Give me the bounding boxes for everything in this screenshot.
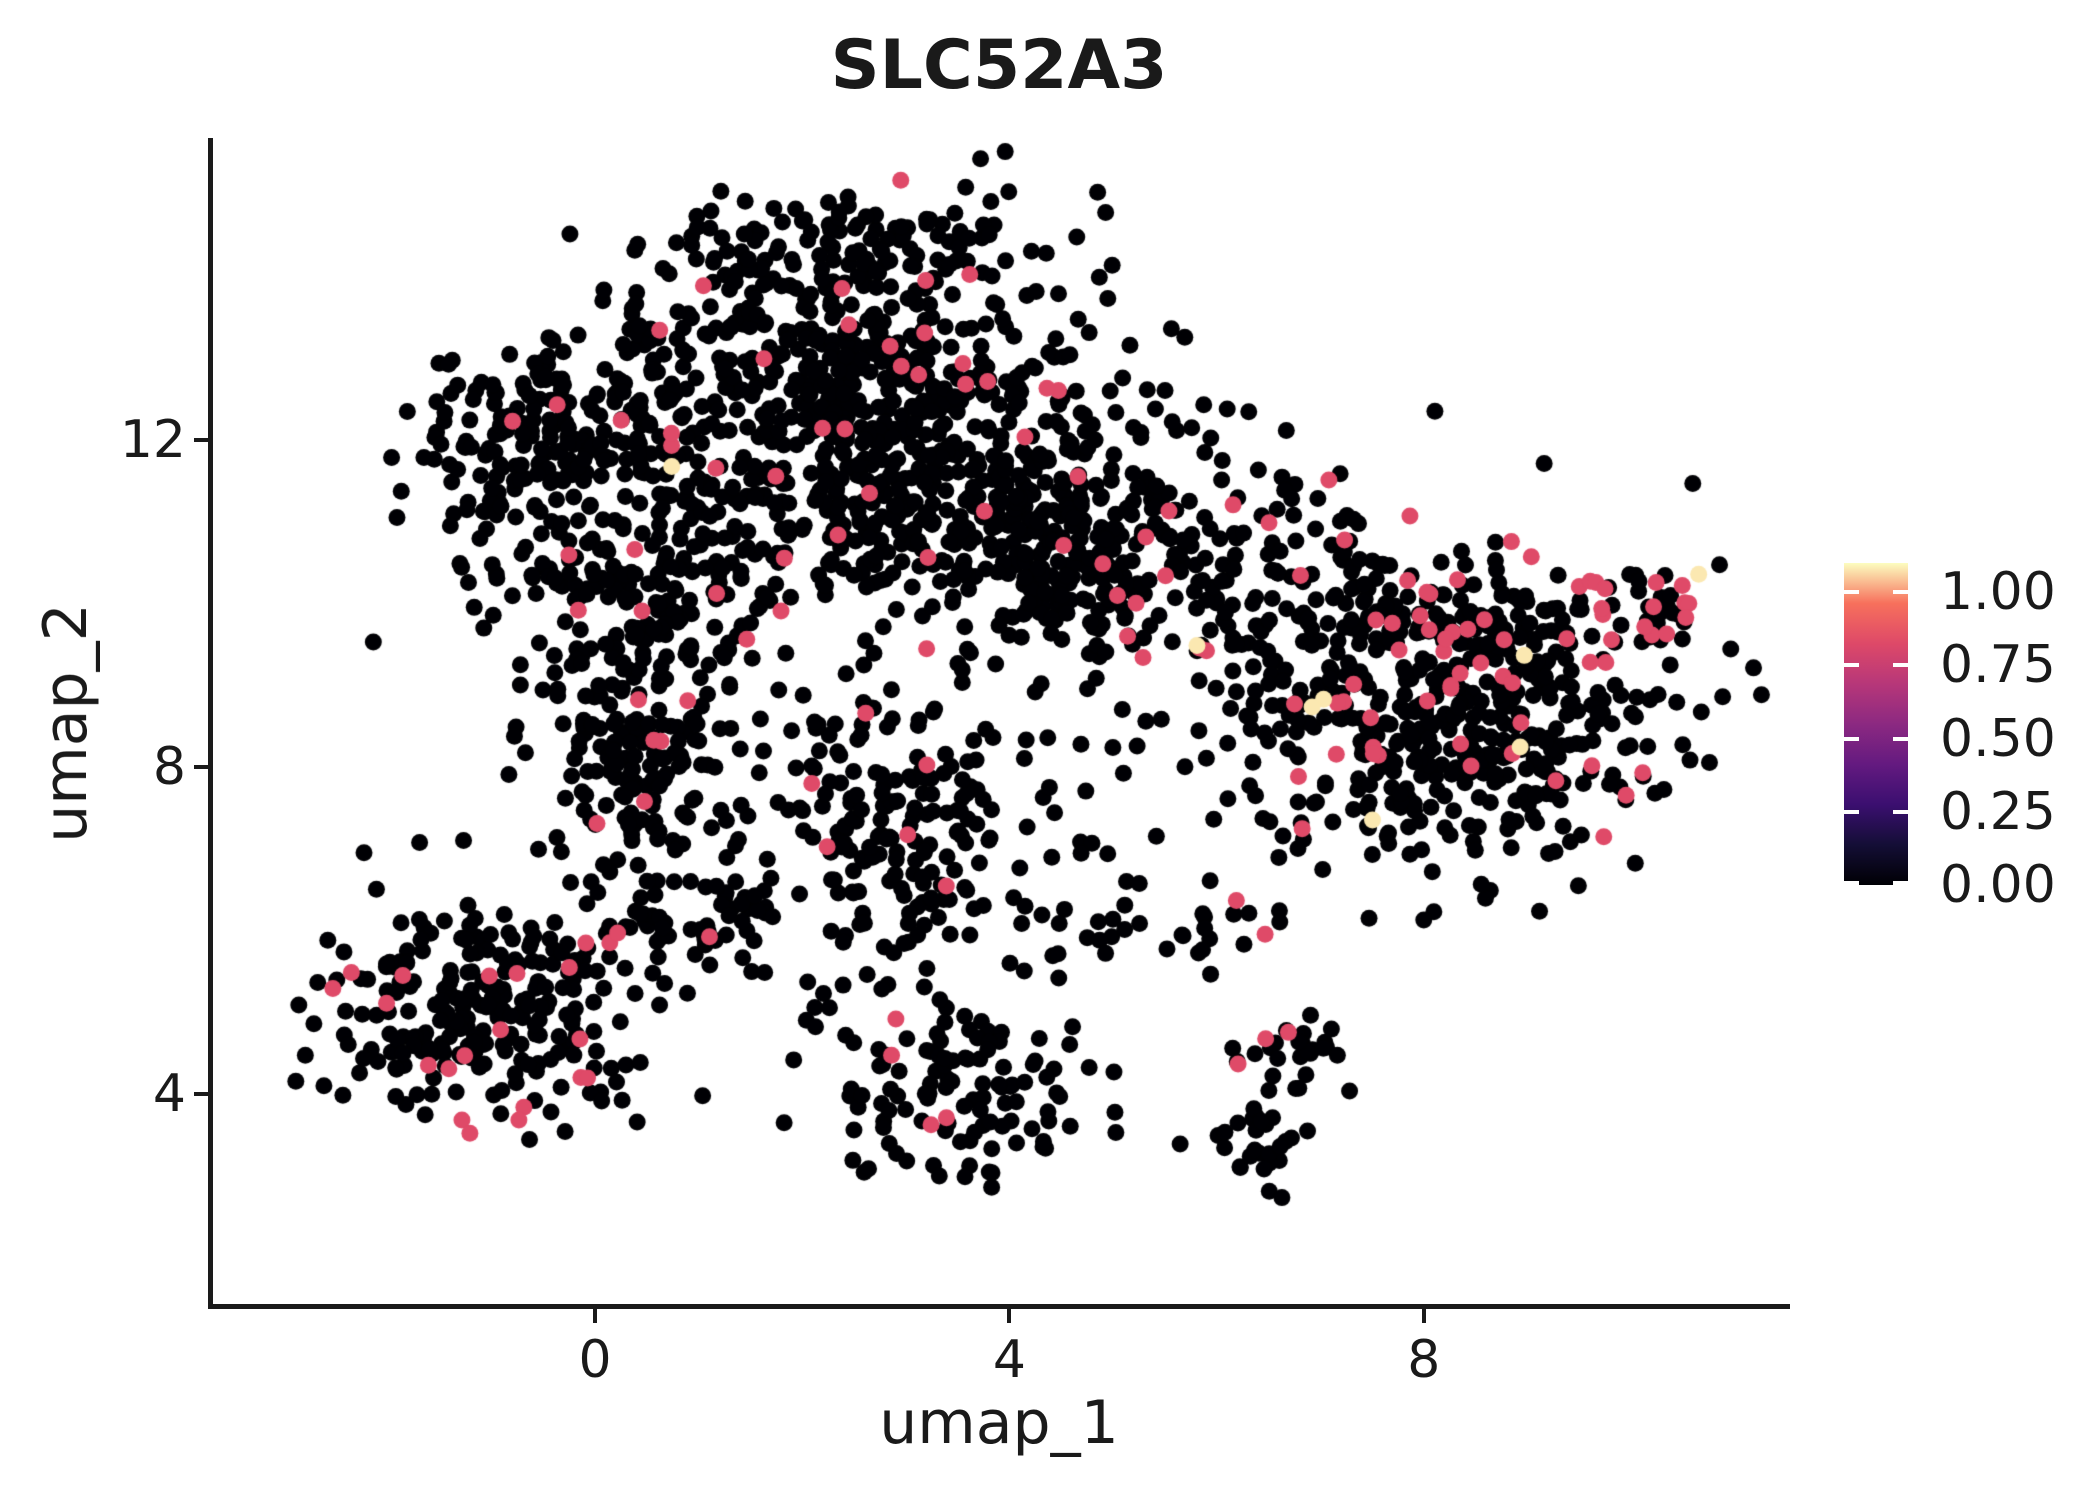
colorbar-tick-label: 0.25	[1940, 781, 2056, 842]
x-tick-label: 0	[578, 1330, 612, 1390]
y-tick-label: 12	[119, 410, 186, 471]
x-tick-mark	[1421, 1309, 1426, 1323]
colorbar-tick-label: 0.50	[1940, 708, 2056, 769]
colorbar-tick-mark	[1844, 590, 1859, 595]
colorbar-tick-label: 0.00	[1940, 855, 2056, 915]
x-axis-title: umap_1	[879, 1388, 1119, 1458]
colorbar-tick-mark	[1893, 809, 1908, 814]
colorbar-tick-mark	[1893, 590, 1908, 595]
y-tick-mark	[194, 764, 208, 769]
colorbar-tick-label: 1.00	[1940, 562, 2056, 623]
y-tick-mark	[194, 438, 208, 443]
x-tick-label: 4	[992, 1330, 1026, 1390]
y-tick-mark	[194, 1091, 208, 1096]
colorbar-tick-label: 0.75	[1940, 635, 2056, 696]
y-tick-label: 8	[152, 736, 186, 797]
x-tick-mark	[592, 1309, 597, 1323]
x-tick-mark	[1007, 1309, 1012, 1323]
colorbar-tick-mark	[1844, 663, 1859, 668]
x-tick-label: 8	[1407, 1330, 1441, 1390]
y-tick-label: 4	[152, 1063, 186, 1124]
expression-colorbar	[1844, 563, 1908, 885]
colorbar-tick-mark	[1844, 809, 1859, 814]
colorbar-tick-mark	[1893, 663, 1908, 668]
colorbar-tick-mark	[1844, 881, 1859, 885]
colorbar-tick-mark	[1893, 881, 1908, 885]
colorbar-tick-mark	[1844, 736, 1859, 741]
colorbar-tick-mark	[1893, 736, 1908, 741]
y-axis-title: umap_2	[31, 603, 101, 843]
